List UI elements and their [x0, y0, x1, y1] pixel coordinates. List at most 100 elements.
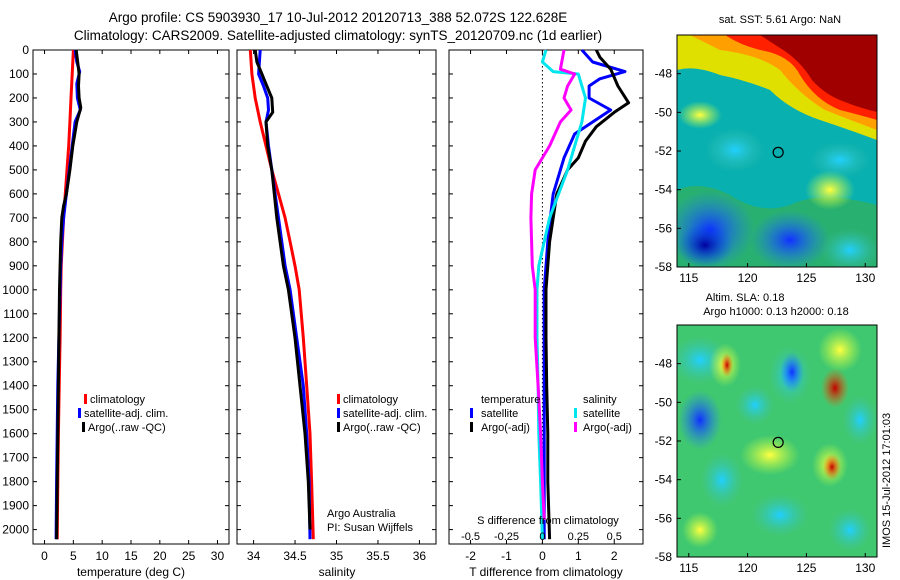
temperature-plot-frame [32, 49, 230, 545]
argo-position-marker [772, 436, 784, 448]
depth-tick-label: 700 [9, 211, 29, 225]
legend-label-sal-argo: Argo(-adj) [583, 422, 632, 434]
top-tick-label: 0 [539, 531, 545, 543]
sla-map-title-line2: Argo h1000: 0.13 h2000: 0.18 [703, 306, 849, 318]
map-x-tick-label: 115 [679, 271, 698, 285]
legend-swatch-satellite-adj [78, 408, 81, 418]
sla-heatmap [677, 325, 877, 557]
s-difference-tick-labels: -0.5 -0.25 0 0.25 0.5 [461, 531, 622, 543]
legend-label-sal-satellite: satellite [583, 408, 620, 420]
legend-label-satellite-adj: satellite-adj. clim. [343, 408, 427, 420]
map-x-tick-label: 130 [855, 271, 875, 285]
difference-depth-ticks [449, 49, 643, 531]
difference-panel: -2 -1 0 1 2 temperature salinity satellite A… [448, 48, 644, 579]
map-x-tick-label: 120 [738, 561, 758, 575]
x-tick-label: 35 [330, 549, 344, 563]
x-tick-label: 10 [95, 549, 109, 563]
depth-tick-label: 1100 [3, 307, 29, 321]
figure-title-line2: Climatology: CARS2009. Satellite-adjuste… [74, 28, 602, 43]
salinity-annotation-line1: Argo Australia [327, 508, 396, 520]
legend-swatch-temp-argo [470, 422, 473, 432]
depth-tick-label: 1200 [2, 331, 29, 345]
difference-x-ticks: -2 -1 0 1 2 [465, 50, 618, 563]
temperature-x-ticks: 0 5 10 15 20 25 30 [41, 50, 224, 563]
sst-map-ticks: 115 120 125 130 -48 -50 -52 -54 -56 -58 [655, 67, 876, 285]
depth-tick-label: 500 [9, 163, 29, 177]
sla-map-panel: Altim. SLA: 0.18 Argo h1000: 0.13 h2000:… [655, 292, 878, 575]
depth-tick-label: 1800 [2, 475, 29, 489]
depth-tick-label: 1900 [2, 499, 29, 513]
depth-tick-label: 1400 [2, 379, 29, 393]
depth-tick-label: 200 [9, 91, 29, 105]
temperature-profile-lines [54, 49, 83, 540]
map-y-tick-label: -54 [655, 473, 673, 487]
map-y-tick-label: -54 [655, 183, 673, 197]
depth-tick-label: 100 [9, 67, 29, 81]
sst-heatmap [677, 35, 877, 267]
map-y-tick-label: -50 [655, 105, 673, 119]
x-tick-label: 35.5 [366, 549, 390, 563]
legend-swatch-argo [82, 422, 85, 432]
legend-swatch-sal-argo [574, 422, 577, 432]
sla-map-title-line1: Altim. SLA: 0.18 [706, 292, 785, 304]
argo-position-marker [772, 146, 784, 158]
x-tick-label: 15 [124, 549, 138, 563]
legend-swatch-climatology [84, 394, 87, 404]
depth-tick-label: 400 [9, 139, 29, 153]
x-tick-label: 2 [611, 549, 618, 563]
temperature-x-label: temperature (deg C) [77, 565, 185, 579]
legend-label-argo: Argo(..raw -QC) [88, 422, 166, 434]
depth-tick-label: 1600 [2, 427, 29, 441]
difference-profile-lines [529, 48, 631, 540]
map-y-tick-label: -52 [655, 144, 673, 158]
difference-legend: temperature salinity satellite Argo(-adj… [470, 394, 632, 434]
depth-tick-label: 600 [9, 187, 29, 201]
map-y-tick-label: -56 [655, 511, 673, 525]
map-y-tick-label: -58 [655, 550, 673, 564]
salinity-x-label: salinity [319, 565, 356, 579]
legend-label-temp-satellite: satellite [481, 408, 518, 420]
figure-title-line1: Argo profile: CS 5903930_17 10-Jul-2012 … [109, 10, 568, 25]
depth-tick-label: 2000 [2, 523, 29, 537]
x-tick-label: -1 [501, 549, 512, 563]
map-x-tick-label: 120 [738, 271, 758, 285]
depth-axis-ticks: 0 100 200 300 400 500 600 700 800 900 1000 1100 1200… [2, 43, 229, 537]
depth-tick-label: 900 [9, 259, 29, 273]
legend-swatch-argo [337, 422, 340, 432]
map-y-tick-label: -50 [655, 395, 673, 409]
footer-timestamp: IMOS 15-Jul-2012 17:01:03 [881, 413, 893, 548]
legend-label-climatology: climatology [90, 394, 146, 406]
salinity-annotation-line2: PI: Susan Wijffels [327, 522, 413, 534]
sla-map-ticks: 115 120 125 130 -48 -50 -52 -54 -56 -58 [655, 357, 876, 575]
legend-title-salinity: salinity [583, 394, 617, 406]
x-tick-label: 20 [153, 549, 167, 563]
salinity-x-ticks: 34 34.5 35 35.5 36 [247, 50, 427, 563]
sst-map-title: sat. SST: 5.61 Argo: NaN [719, 14, 841, 26]
map-y-tick-label: -58 [655, 260, 673, 274]
depth-tick-label: 1700 [2, 451, 29, 465]
legend-swatch-satellite-adj [337, 408, 340, 418]
x-tick-label: 34.5 [283, 549, 307, 563]
x-tick-label: 34 [247, 549, 261, 563]
legend-swatch-sal-satellite [574, 408, 577, 418]
map-x-tick-label: 115 [679, 561, 698, 575]
depth-tick-label: 1500 [2, 403, 29, 417]
series-line-salinity-argo-adj- [529, 49, 577, 521]
x-tick-label: 1 [575, 549, 582, 563]
x-tick-label: 36 [413, 549, 427, 563]
depth-tick-label: 800 [9, 235, 29, 249]
top-tick-label: 0.25 [568, 531, 589, 543]
top-tick-label: 0.5 [607, 531, 622, 543]
salinity-plot-frame [236, 49, 437, 545]
x-tick-label: -2 [465, 549, 476, 563]
map-x-tick-label: 125 [796, 271, 816, 285]
map-y-tick-label: -52 [655, 434, 673, 448]
temperature-panel: 0100200300400500600700800900100011001200… [2, 43, 230, 579]
temperature-legend: climatology satellite-adj. clim. Argo(..… [78, 394, 168, 434]
map-y-tick-label: -56 [655, 221, 673, 235]
depth-tick-label: 1000 [2, 283, 29, 297]
top-tick-label: -0.25 [494, 531, 519, 543]
series-line-temperature-satellite [542, 48, 627, 540]
series-line-argo-raw-qc- [55, 49, 83, 540]
